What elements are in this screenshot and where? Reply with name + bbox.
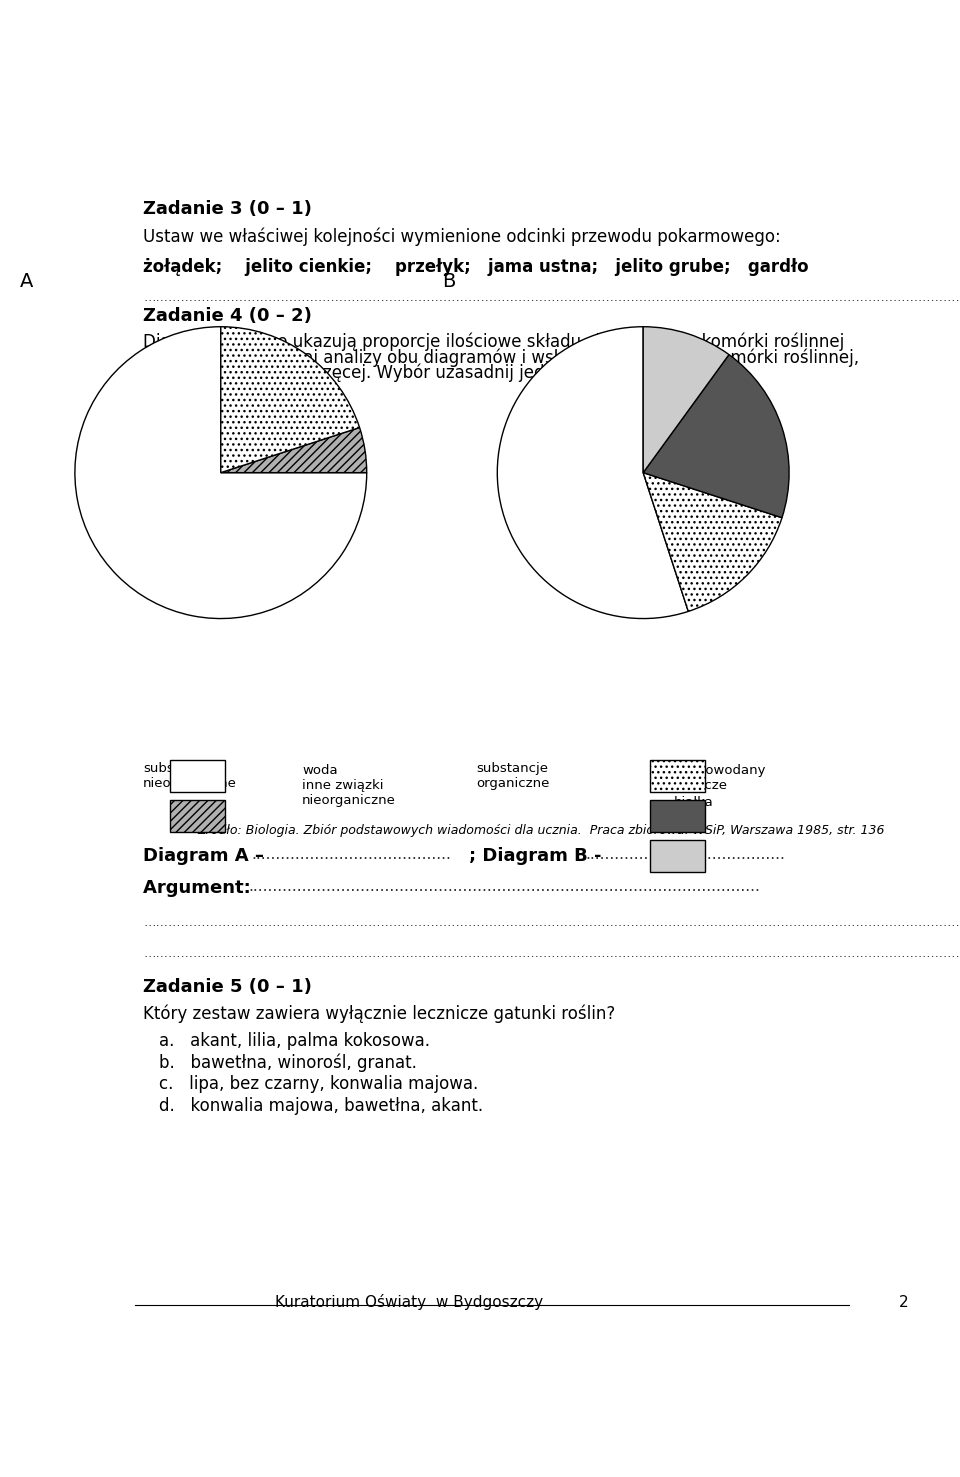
Text: i zwierzęcej. Dokonaj analizy obu diagramów i wskaż, który dotyczy komórki rośli: i zwierzęcej. Dokonaj analizy obu diagra…	[143, 349, 859, 366]
Text: ……………………………………………………………………………………………………………………………………………………………………………………………………………………: ……………………………………………………………………………………………………………	[143, 291, 960, 304]
Text: Który zestaw zawiera wyłącznie lecznicze gatunki roślin?: Który zestaw zawiera wyłącznie lecznicze…	[143, 1004, 615, 1024]
Text: a który komórki zwierzęcej. Wybór uzasadnij jednym argumentem.: a który komórki zwierzęcej. Wybór uzasad…	[143, 363, 700, 383]
Text: inne związki
nieorganiczne: inne związki nieorganiczne	[302, 780, 396, 808]
Text: żołądek;    jelito cienkie;    przełyk;   jama ustna;   jelito grube;   gardło: żołądek; jelito cienkie; przełyk; jama u…	[143, 258, 809, 276]
Text: Źródło: Biologia. Zbiór podstawowych wiadomości dla ucznia.  Praca zbiorowa. WSi: Źródło: Biologia. Zbiór podstawowych wia…	[198, 823, 885, 837]
Text: a.   akant, lilia, palma kokosowa.: a. akant, lilia, palma kokosowa.	[158, 1032, 430, 1050]
Text: tłuszcze: tłuszcze	[674, 780, 728, 792]
Wedge shape	[643, 473, 782, 611]
Text: Kuratorium Oświaty  w Bydgoszczy                                                : Kuratorium Oświaty w Bydgoszczy	[275, 1294, 908, 1310]
Text: c.   lipa, bez czarny, konwalia majowa.: c. lipa, bez czarny, konwalia majowa.	[158, 1075, 478, 1093]
Wedge shape	[643, 354, 789, 518]
Text: ................................................................................: ........................................…	[248, 879, 759, 895]
Text: B: B	[443, 272, 456, 291]
Text: Zadanie 3 (0 – 1): Zadanie 3 (0 – 1)	[143, 201, 312, 219]
Text: Diagram A –: Diagram A –	[143, 848, 271, 866]
Text: ……………………………………………………………………………………………………………………………………………………………………………………………………………………: ……………………………………………………………………………………………………………	[143, 947, 960, 960]
Text: ; Diagram B -: ; Diagram B -	[468, 848, 608, 866]
Text: b.   bawetłna, winorośl, granat.: b. bawetłna, winorośl, granat.	[158, 1053, 417, 1072]
Text: Diagramy kołowe ukazują proporcje ilościowe składu chemicznego komórki roślinnej: Diagramy kołowe ukazują proporcje ilości…	[143, 332, 845, 352]
Text: Zadanie 4 (0 – 2): Zadanie 4 (0 – 2)	[143, 307, 312, 325]
Wedge shape	[221, 326, 360, 473]
Text: Ustaw we właściwej kolejności wymienione odcinki przewodu pokarmowego:: Ustaw we właściwej kolejności wymienione…	[143, 227, 781, 245]
Wedge shape	[643, 326, 729, 473]
Text: Argument:: Argument:	[143, 879, 257, 898]
Text: woda: woda	[302, 764, 338, 777]
Text: białka: białka	[674, 796, 714, 809]
Text: Zadanie 5 (0 – 1): Zadanie 5 (0 – 1)	[143, 978, 312, 995]
Text: A: A	[20, 272, 34, 291]
Wedge shape	[221, 427, 367, 473]
Text: .........................................: ........................................…	[252, 848, 451, 863]
Text: .........................................: ........................................…	[585, 848, 785, 863]
Text: d.   konwalia majowa, bawetłna, akant.: d. konwalia majowa, bawetłna, akant.	[158, 1096, 483, 1115]
Wedge shape	[497, 326, 688, 619]
Wedge shape	[75, 326, 367, 619]
Text: substancje
nieorganiczne: substancje nieorganiczne	[143, 762, 237, 790]
Text: ……………………………………………………………………………………………………………………………………………………………………………………………………………………: ……………………………………………………………………………………………………………	[143, 916, 960, 929]
Text: węglowodany: węglowodany	[674, 764, 766, 777]
Text: substancje
organiczne: substancje organiczne	[476, 762, 550, 790]
